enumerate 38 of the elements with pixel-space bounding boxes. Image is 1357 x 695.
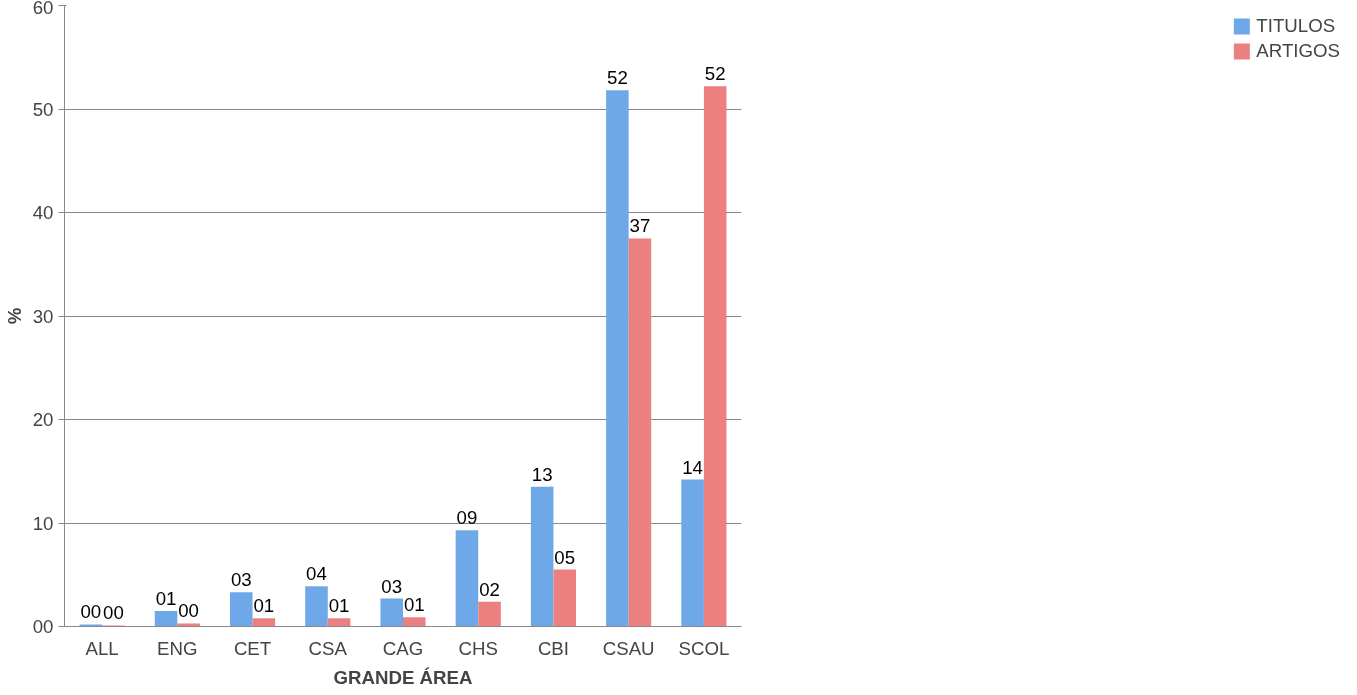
x-tick-label: ENG: [157, 637, 198, 659]
x-tick-label: CET: [233, 637, 272, 659]
x-tick-label: ALL: [85, 637, 119, 659]
y-tick-label: 20: [32, 409, 54, 430]
data-label: 03: [230, 569, 252, 591]
legend-label: ARTIGOS: [1256, 40, 1340, 62]
data-label: 00: [80, 601, 102, 623]
data-label: 00: [178, 600, 200, 622]
x-tick-label: CHS: [458, 637, 498, 659]
x-tick-label: CSA: [308, 637, 348, 659]
data-label: 01: [328, 595, 350, 617]
data-label: 05: [554, 546, 576, 568]
y-tick-label: 60: [32, 0, 54, 18]
data-label: 37: [629, 215, 651, 237]
data-label: 52: [607, 67, 628, 89]
x-tick-label: CSAU: [602, 637, 655, 659]
y-tick-label: 50: [32, 98, 54, 120]
data-label: 02: [479, 578, 500, 600]
data-label: 04: [306, 563, 327, 585]
data-label: 00: [103, 602, 124, 624]
x-axis-title: GRANDE ÁREA: [333, 666, 473, 688]
legend-label: TITULOS: [1256, 15, 1336, 37]
y-tick-label: 00: [32, 616, 54, 637]
x-tick-label: CBI: [537, 637, 569, 659]
data-label: 52: [704, 63, 726, 85]
data-label: 01: [403, 594, 425, 616]
data-label: 13: [531, 463, 553, 485]
y-tick-label: 30: [32, 305, 54, 327]
y-tick-label: 40: [32, 202, 54, 223]
x-tick-label: CAG: [382, 637, 424, 659]
data-label: 09: [456, 507, 478, 529]
y-tick-label: 10: [32, 512, 54, 534]
data-label: 01: [253, 595, 275, 617]
data-label: 03: [381, 575, 403, 597]
data-label: 14: [682, 456, 703, 478]
y-axis-title: %: [3, 307, 25, 325]
x-tick-label: SCOL: [678, 637, 730, 659]
data-label: 01: [155, 587, 177, 609]
